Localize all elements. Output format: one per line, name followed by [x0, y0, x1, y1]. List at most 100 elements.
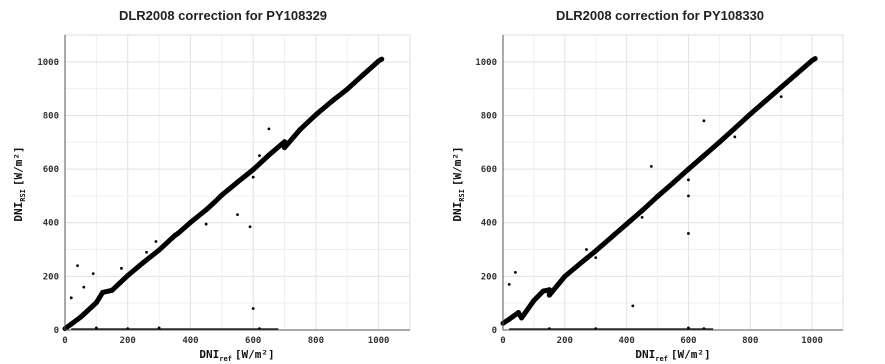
data-point: [377, 59, 381, 63]
data-point: [687, 194, 690, 198]
data-point: [298, 127, 302, 131]
data-point: [717, 140, 721, 144]
data-point: [330, 100, 333, 103]
data-band-segment: [701, 139, 722, 159]
data-band-segment: [778, 71, 800, 90]
y-tick-label: 200: [481, 272, 497, 282]
data-point: [764, 99, 768, 103]
data-point: [101, 291, 105, 294]
chart-title: DLR2008 correction for PY108329: [119, 8, 327, 23]
data-band-segment: [250, 152, 272, 173]
x-tick-label: 1000: [801, 336, 823, 346]
x-tick-label: 200: [557, 336, 573, 346]
data-point: [189, 221, 192, 224]
y-tick-label: 800: [43, 111, 59, 121]
data-band-segment: [282, 126, 303, 151]
data-point: [236, 180, 239, 184]
data-band-segment: [235, 167, 256, 185]
y-tick-label: 600: [481, 165, 497, 175]
data-band-segment: [794, 57, 815, 77]
data-point: [640, 215, 644, 219]
x-axis-label: DNIref [W/m²]: [635, 348, 710, 363]
data-point: [204, 208, 208, 212]
data-point: [120, 266, 123, 270]
data-point: [267, 153, 271, 157]
data-point: [283, 146, 286, 150]
data-point: [82, 285, 86, 289]
data-point: [248, 225, 252, 229]
data-band-segment: [763, 84, 784, 104]
y-tick-label: 0: [54, 326, 59, 336]
y-tick-label: 400: [43, 219, 59, 229]
data-point: [236, 213, 239, 217]
y-tick-label: 1000: [37, 58, 59, 68]
data-point: [813, 57, 817, 60]
data-band-segment: [125, 259, 146, 279]
data-point: [625, 222, 629, 226]
x-tick-label: 0: [500, 336, 505, 346]
data-point: [507, 317, 511, 321]
data-point: [94, 301, 98, 305]
data-band-segment: [109, 273, 131, 293]
y-tick-label: 200: [43, 272, 59, 282]
y-tick-label: 0: [492, 326, 497, 336]
data-point: [380, 57, 384, 61]
data-point: [649, 165, 653, 168]
data-band-segment: [187, 207, 209, 225]
data-band-segment: [297, 112, 319, 132]
x-axis-label: DNIref [W/m²]: [199, 348, 274, 363]
data-band-segment: [329, 86, 350, 105]
data-point: [251, 175, 255, 179]
data-band-segment: [562, 260, 583, 279]
x-tick-label: 600: [245, 336, 261, 346]
data-point: [214, 199, 217, 203]
data-point: [145, 250, 148, 254]
data-point: [702, 119, 706, 123]
data-point: [91, 272, 95, 276]
data-point: [513, 270, 517, 274]
data-band-segment: [716, 125, 738, 145]
data-point: [314, 113, 318, 117]
data-point: [283, 140, 286, 144]
data-point: [702, 154, 706, 158]
data-point: [594, 249, 598, 253]
data-point: [517, 311, 520, 314]
data-band-segment: [313, 99, 335, 118]
x-tick-label: 0: [62, 336, 67, 346]
scatter-plot-right: DLR2008 correction for PY108330 0 200 400 6…: [451, 8, 844, 363]
data-band-segment: [670, 166, 691, 186]
y-axis-label: DNIRSI[W/m²]: [12, 146, 27, 221]
data-point: [609, 236, 613, 239]
data-point: [76, 264, 79, 268]
data-band-segment: [78, 300, 99, 320]
data-band-segment: [156, 233, 178, 253]
data-band-segment: [732, 111, 753, 131]
data-point: [594, 256, 598, 259]
x-tick-label: 600: [680, 336, 696, 346]
data-point: [251, 307, 255, 310]
data-point: [69, 322, 73, 326]
data-point: [532, 299, 536, 302]
y-tick-label: 600: [43, 165, 59, 175]
y-tick-label: 800: [481, 111, 497, 121]
data-band-segment: [175, 219, 193, 236]
chart-title: DLR2008 correction for PY108330: [556, 8, 764, 23]
data-point: [142, 261, 145, 264]
data-point: [687, 178, 690, 182]
data-band-segment: [519, 298, 537, 321]
data-band-segment: [593, 234, 614, 254]
data-point: [507, 283, 511, 286]
x-tick-label: 200: [120, 336, 136, 346]
data-point: [779, 85, 783, 89]
data-point: [612, 233, 616, 237]
x-tick-label: 800: [742, 336, 758, 346]
data-band-segment: [266, 139, 288, 158]
data-band-segment: [611, 221, 630, 238]
data-band-segment: [639, 193, 661, 214]
data-point: [79, 315, 83, 319]
data-band-segment: [655, 180, 676, 199]
data-point: [687, 167, 690, 171]
data-point: [69, 296, 73, 300]
data-point: [547, 288, 551, 292]
data-point: [563, 274, 567, 278]
